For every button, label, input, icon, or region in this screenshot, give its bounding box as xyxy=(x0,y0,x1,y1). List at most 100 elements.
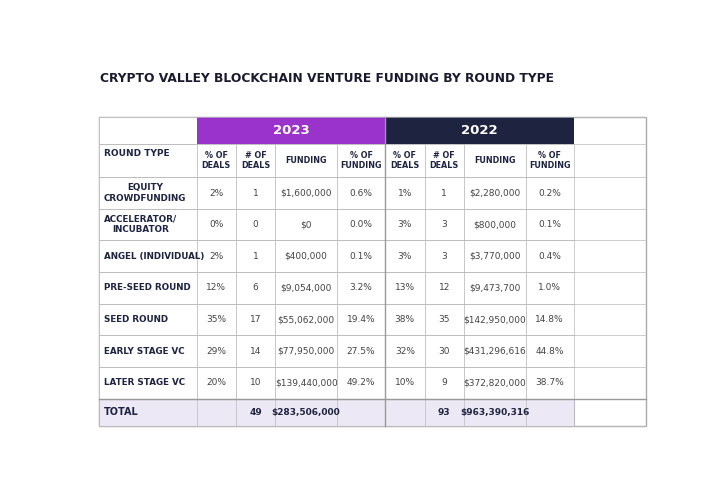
Bar xyxy=(236,336,276,367)
Text: 35%: 35% xyxy=(206,315,226,324)
Bar xyxy=(464,272,526,304)
Text: $0: $0 xyxy=(300,220,312,229)
Text: $2,280,000: $2,280,000 xyxy=(469,188,521,198)
Bar xyxy=(100,336,196,367)
Text: 14: 14 xyxy=(250,347,261,356)
Text: PRE-SEED ROUND: PRE-SEED ROUND xyxy=(104,283,190,293)
Bar xyxy=(196,367,236,399)
Text: $3,770,000: $3,770,000 xyxy=(469,252,521,261)
Bar xyxy=(526,336,574,367)
Bar xyxy=(236,177,276,209)
Text: ROUND TYPE: ROUND TYPE xyxy=(104,149,169,158)
Text: SEED ROUND: SEED ROUND xyxy=(104,315,168,324)
Text: 0: 0 xyxy=(253,220,259,229)
Text: 19.4%: 19.4% xyxy=(347,315,375,324)
Bar xyxy=(385,177,425,209)
Bar xyxy=(526,209,574,241)
Bar xyxy=(464,241,526,272)
Text: 27.5%: 27.5% xyxy=(347,347,375,356)
Bar xyxy=(100,304,196,336)
Bar xyxy=(425,367,464,399)
Text: 2022: 2022 xyxy=(461,124,498,137)
Text: 3%: 3% xyxy=(398,220,412,229)
Bar xyxy=(236,241,276,272)
Text: 1: 1 xyxy=(253,188,259,198)
Text: 1: 1 xyxy=(253,252,259,261)
Bar xyxy=(236,272,276,304)
Bar xyxy=(337,177,385,209)
Text: 10%: 10% xyxy=(395,378,415,387)
Bar xyxy=(196,336,236,367)
Bar xyxy=(385,241,425,272)
Text: 1: 1 xyxy=(441,188,447,198)
Bar xyxy=(337,144,385,177)
Bar xyxy=(526,272,574,304)
Bar xyxy=(425,304,464,336)
Text: CRYPTO VALLEY BLOCKCHAIN VENTURE FUNDING BY ROUND TYPE: CRYPTO VALLEY BLOCKCHAIN VENTURE FUNDING… xyxy=(100,72,555,85)
Bar xyxy=(196,304,236,336)
Bar xyxy=(385,144,425,177)
Bar xyxy=(385,272,425,304)
Bar xyxy=(425,336,464,367)
Bar xyxy=(100,367,196,399)
Text: % OF
FUNDING: % OF FUNDING xyxy=(340,151,382,170)
Bar xyxy=(337,336,385,367)
Bar xyxy=(464,209,526,241)
Bar xyxy=(276,241,337,272)
Bar xyxy=(526,241,574,272)
Bar xyxy=(196,209,236,241)
Text: 29%: 29% xyxy=(206,347,226,356)
Bar xyxy=(464,177,526,209)
Bar xyxy=(337,272,385,304)
Text: FUNDING: FUNDING xyxy=(474,156,515,165)
Bar xyxy=(526,177,574,209)
Text: 17: 17 xyxy=(250,315,262,324)
Text: 0.0%: 0.0% xyxy=(350,220,373,229)
Text: TOTAL: TOTAL xyxy=(104,407,139,417)
Text: $9,473,700: $9,473,700 xyxy=(469,283,521,293)
Text: 6: 6 xyxy=(253,283,259,293)
Bar xyxy=(276,367,337,399)
Bar xyxy=(236,144,276,177)
Bar xyxy=(337,304,385,336)
Text: FUNDING: FUNDING xyxy=(286,156,327,165)
Text: $1,600,000: $1,600,000 xyxy=(281,188,332,198)
Text: ACCELERATOR/
INCUBATOR: ACCELERATOR/ INCUBATOR xyxy=(104,215,177,234)
Text: 10: 10 xyxy=(250,378,262,387)
Text: $55,062,000: $55,062,000 xyxy=(278,315,334,324)
Text: 3.2%: 3.2% xyxy=(350,283,372,293)
Text: 12%: 12% xyxy=(206,283,226,293)
Text: $800,000: $800,000 xyxy=(473,220,516,229)
Bar xyxy=(100,144,196,177)
Bar xyxy=(425,272,464,304)
Bar xyxy=(276,272,337,304)
Text: 1%: 1% xyxy=(398,188,412,198)
Text: 2%: 2% xyxy=(209,252,223,261)
Bar xyxy=(526,304,574,336)
Bar xyxy=(236,367,276,399)
Text: $372,820,000: $372,820,000 xyxy=(463,378,526,387)
Bar xyxy=(425,144,464,177)
Bar xyxy=(196,116,385,144)
Text: 35: 35 xyxy=(438,315,450,324)
Bar xyxy=(385,209,425,241)
Text: 49: 49 xyxy=(249,408,262,417)
Bar xyxy=(385,367,425,399)
Text: 38.7%: 38.7% xyxy=(535,378,564,387)
Text: 93: 93 xyxy=(438,408,451,417)
Text: 9: 9 xyxy=(441,378,447,387)
Bar xyxy=(100,116,196,144)
Text: 2023: 2023 xyxy=(273,124,309,137)
Text: 1.0%: 1.0% xyxy=(538,283,561,293)
Text: 0.6%: 0.6% xyxy=(350,188,373,198)
Bar xyxy=(236,304,276,336)
Text: EQUITY
CROWDFUNDING: EQUITY CROWDFUNDING xyxy=(104,183,186,203)
Bar xyxy=(196,177,236,209)
Text: 0.4%: 0.4% xyxy=(538,252,561,261)
Bar xyxy=(276,144,337,177)
Bar xyxy=(337,209,385,241)
Bar xyxy=(526,144,574,177)
Text: % OF
DEALS: % OF DEALS xyxy=(201,151,231,170)
Bar xyxy=(276,209,337,241)
Text: # OF
DEALS: # OF DEALS xyxy=(430,151,459,170)
